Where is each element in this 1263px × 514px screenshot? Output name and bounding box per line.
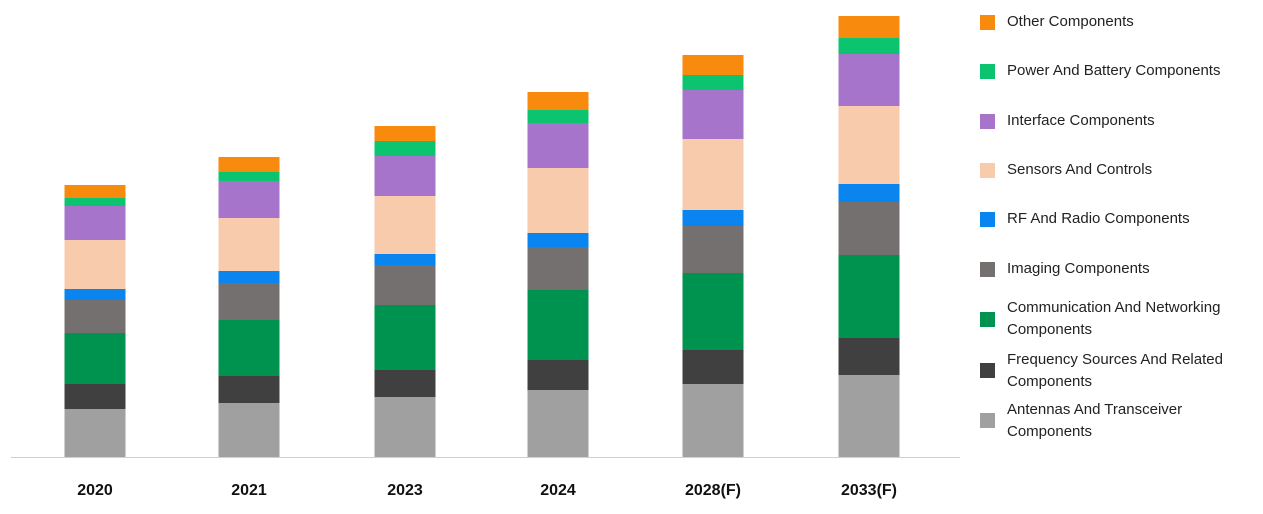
- bar-segment-imaging-components-2024: [528, 247, 589, 290]
- bar-segment-power-and-battery-components-2020: [65, 198, 126, 206]
- bar-segment-frequency-sources-and-related-components-2028f: [683, 350, 744, 384]
- bar-stack-2021: [219, 157, 280, 457]
- bar-segment-antennas-and-transceiver-components-2028f: [683, 384, 744, 457]
- bar-segment-communication-and-networking-components-2024: [528, 290, 589, 360]
- bar-segment-frequency-sources-and-related-components-2024: [528, 360, 589, 390]
- bar-segment-interface-components-2023: [375, 156, 436, 196]
- x-tick-label: 2020: [77, 482, 113, 499]
- legend-swatch-imaging-components: [980, 262, 995, 277]
- bar-segment-rf-and-radio-components-2033f: [839, 184, 900, 202]
- bar-segment-frequency-sources-and-related-components-2023: [375, 370, 436, 397]
- x-tick-label: 2021: [231, 482, 267, 499]
- legend-swatch-frequency-sources-and-related-components: [980, 363, 995, 378]
- bar-stack-2033f: [839, 16, 900, 457]
- legend-swatch-antennas-and-transceiver-components: [980, 413, 995, 428]
- bar-segment-antennas-and-transceiver-components-2023: [375, 397, 436, 457]
- bar-segment-sensors-and-controls-2020: [65, 240, 126, 289]
- legend-swatch-power-and-battery-components: [980, 64, 995, 79]
- bar-stack-2024: [528, 92, 589, 457]
- bar-segment-communication-and-networking-components-2021: [219, 320, 280, 376]
- x-tick-label: 2028(F): [685, 482, 741, 499]
- bar-segment-imaging-components-2028f: [683, 226, 744, 273]
- bar-segment-imaging-components-2033f: [839, 202, 900, 255]
- legend-swatch-communication-and-networking-components: [980, 312, 995, 327]
- legend-swatch-rf-and-radio-components: [980, 212, 995, 227]
- bar-segment-frequency-sources-and-related-components-2021: [219, 376, 280, 403]
- bar-segment-other-components-2028f: [683, 55, 744, 75]
- bar-segment-interface-components-2033f: [839, 54, 900, 106]
- legend-label-interface-components: Interface Components: [1007, 110, 1262, 132]
- x-tick-label: 2024: [540, 482, 576, 499]
- chart-legend: Other Components Power And Battery Compo…: [980, 0, 1263, 514]
- bar-segment-other-components-2024: [528, 92, 589, 110]
- bar-segment-rf-and-radio-components-2023: [375, 254, 436, 265]
- bar-segment-communication-and-networking-components-2028f: [683, 273, 744, 350]
- bar-segment-power-and-battery-components-2033f: [839, 38, 900, 54]
- bar-stack-2020: [65, 185, 126, 457]
- bar-segment-antennas-and-transceiver-components-2020: [65, 409, 126, 457]
- legend-swatch-interface-components: [980, 114, 995, 129]
- legend-label-frequency-sources-and-related-components: Frequency Sources And Related Components: [1007, 349, 1262, 393]
- legend-swatch-other-components: [980, 15, 995, 30]
- bar-segment-frequency-sources-and-related-components-2033f: [839, 338, 900, 375]
- legend-label-rf-and-radio-components: RF And Radio Components: [1007, 208, 1262, 230]
- x-tick-label: 2033(F): [841, 482, 897, 499]
- bar-segment-frequency-sources-and-related-components-2020: [65, 384, 126, 409]
- legend-label-other-components: Other Components: [1007, 11, 1262, 33]
- bar-segment-interface-components-2028f: [683, 90, 744, 139]
- bar-segment-sensors-and-controls-2033f: [839, 106, 900, 184]
- bar-segment-sensors-and-controls-2024: [528, 168, 589, 233]
- bar-segment-interface-components-2021: [219, 181, 280, 218]
- bar-segment-sensors-and-controls-2021: [219, 218, 280, 271]
- bar-segment-interface-components-2020: [65, 206, 126, 240]
- bar-segment-antennas-and-transceiver-components-2024: [528, 390, 589, 457]
- bar-segment-communication-and-networking-components-2020: [65, 333, 126, 384]
- x-tick-label: 2023: [387, 482, 423, 499]
- bar-segment-imaging-components-2023: [375, 265, 436, 305]
- bar-segment-communication-and-networking-components-2033f: [839, 255, 900, 338]
- bar-segment-power-and-battery-components-2024: [528, 110, 589, 123]
- bar-stack-2028f: [683, 55, 744, 457]
- bar-segment-power-and-battery-components-2021: [219, 172, 280, 181]
- bar-segment-imaging-components-2021: [219, 283, 280, 320]
- bar-segment-sensors-and-controls-2028f: [683, 139, 744, 210]
- bar-segment-other-components-2021: [219, 157, 280, 172]
- legend-label-antennas-and-transceiver-components: Antennas And Transceiver Components: [1007, 399, 1262, 443]
- chart-canvas: 2020 2021 2023 2024 2028(F) 2033(F): [0, 0, 960, 514]
- legend-label-sensors-and-controls: Sensors And Controls: [1007, 159, 1262, 181]
- bar-segment-power-and-battery-components-2028f: [683, 75, 744, 90]
- bar-segment-communication-and-networking-components-2023: [375, 305, 436, 370]
- bar-segment-sensors-and-controls-2023: [375, 196, 436, 254]
- legend-label-power-and-battery-components: Power And Battery Components: [1007, 60, 1262, 82]
- legend-label-communication-and-networking-components: Communication And Networking Components: [1007, 297, 1262, 341]
- bar-segment-rf-and-radio-components-2020: [65, 289, 126, 300]
- bar-segment-imaging-components-2020: [65, 300, 126, 333]
- bar-segment-interface-components-2024: [528, 123, 589, 168]
- legend-label-imaging-components: Imaging Components: [1007, 258, 1262, 280]
- bar-stack-2023: [375, 126, 436, 457]
- bar-segment-other-components-2020: [65, 185, 126, 198]
- bar-segment-other-components-2023: [375, 126, 436, 141]
- bar-segment-rf-and-radio-components-2028f: [683, 210, 744, 226]
- legend-swatch-sensors-and-controls: [980, 163, 995, 178]
- bar-segment-other-components-2033f: [839, 16, 900, 38]
- bar-segment-antennas-and-transceiver-components-2021: [219, 403, 280, 457]
- bar-segment-power-and-battery-components-2023: [375, 141, 436, 156]
- bar-segment-antennas-and-transceiver-components-2033f: [839, 375, 900, 457]
- bar-segment-rf-and-radio-components-2021: [219, 271, 280, 283]
- bar-segment-rf-and-radio-components-2024: [528, 233, 589, 247]
